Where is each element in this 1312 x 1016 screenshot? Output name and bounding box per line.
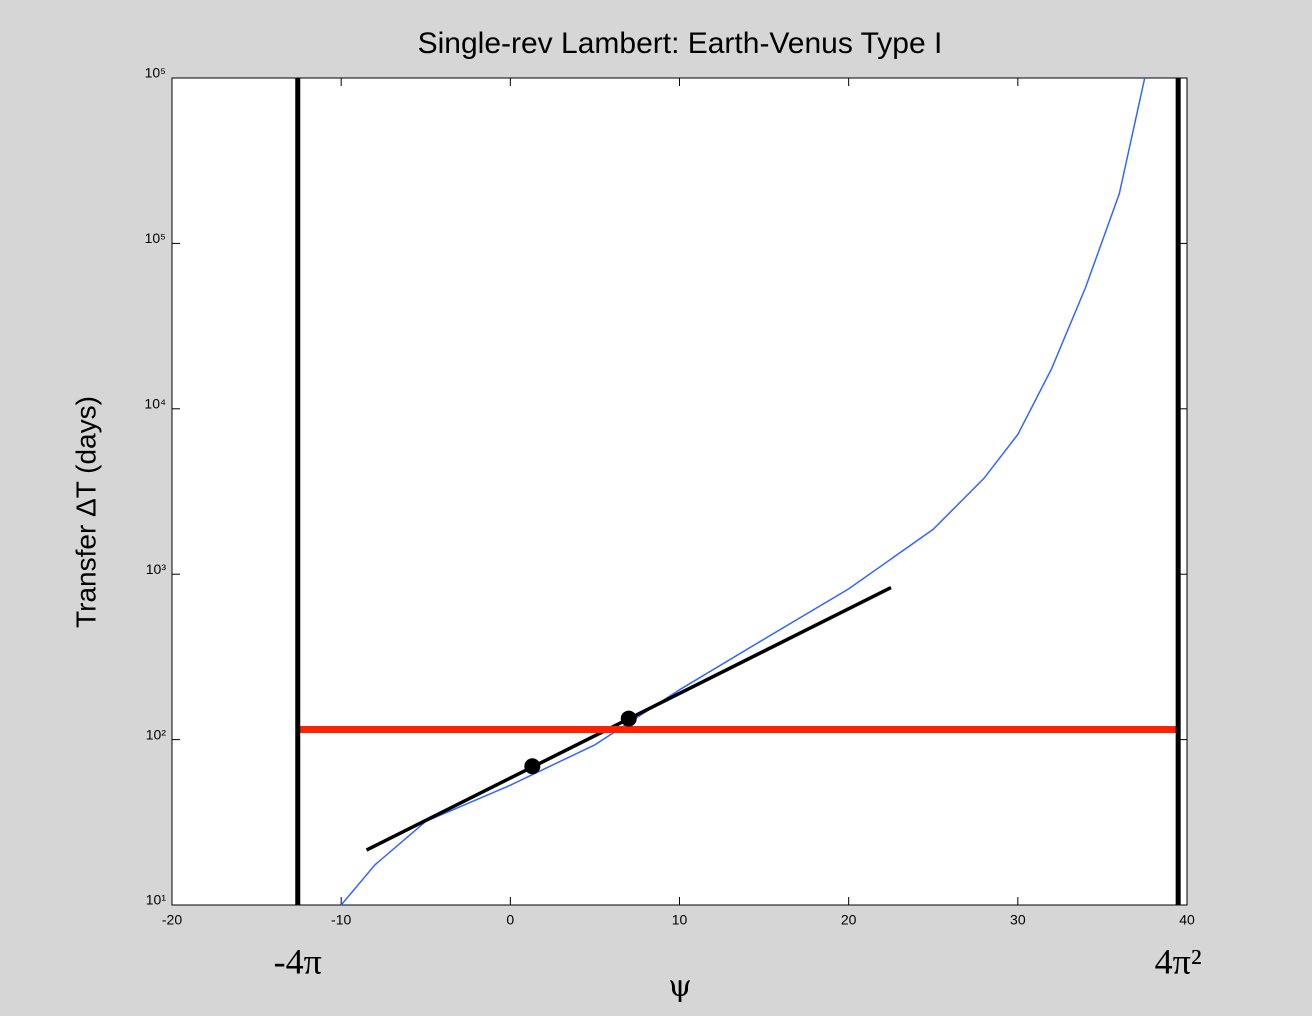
- point: [620, 710, 637, 727]
- x-tick-label: -10: [331, 912, 351, 928]
- y-tick-label: 10⁵: [145, 230, 166, 246]
- y-tick-label: 10⁴: [144, 396, 166, 412]
- y-tick-label: 10⁵: [145, 65, 166, 81]
- boundary-label: -4π: [274, 941, 322, 981]
- chart-title: Single-rev Lambert: Earth-Venus Type I: [418, 27, 943, 60]
- y-tick-label: 10³: [146, 561, 167, 577]
- x-axis-label: ψ: [668, 969, 692, 1004]
- y-axis-label: Transfer ΔT (days): [70, 396, 101, 628]
- x-tick-label: 10: [672, 912, 688, 928]
- boundary-label: 4π²: [1155, 941, 1202, 981]
- y-tick-label: 10²: [146, 726, 167, 742]
- curve: [340, 77, 1146, 906]
- y-tick-label: 10¹: [146, 892, 167, 908]
- plot-area: [171, 77, 1188, 906]
- x-tick-label: 0: [506, 912, 514, 928]
- x-tick-label: 40: [1179, 912, 1195, 928]
- x-tick-label: 30: [1010, 912, 1026, 928]
- x-tick-label: 20: [841, 912, 857, 928]
- x-tick-label: -20: [162, 912, 182, 928]
- point: [524, 758, 541, 775]
